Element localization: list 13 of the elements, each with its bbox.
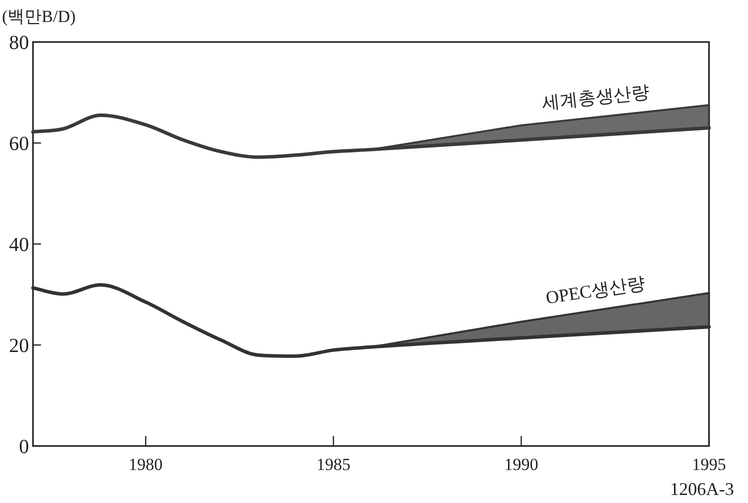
y-tick-label: 60 xyxy=(9,133,29,155)
text: OPEC생산량 xyxy=(544,272,646,308)
y-tick-label: 40 xyxy=(9,234,29,256)
text: 1206A-3 xyxy=(670,479,734,499)
x-tick-label: 1985 xyxy=(316,455,350,474)
y-tick-label: 80 xyxy=(9,32,29,54)
y-tick-label: 0 xyxy=(19,436,29,458)
y-axis-title: (백만B/D) xyxy=(2,7,76,26)
x-tick-label: 1990 xyxy=(504,455,538,474)
x-tick-label: 1980 xyxy=(128,455,163,474)
x-tick-label: 1995 xyxy=(692,455,726,474)
text: 세계총생산량 xyxy=(540,82,650,113)
y-tick-label: 20 xyxy=(9,335,29,357)
